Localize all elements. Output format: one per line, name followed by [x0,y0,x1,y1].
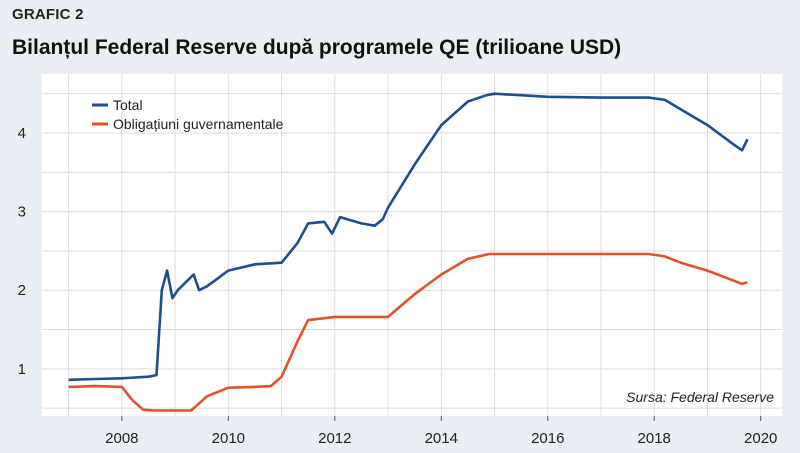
plot-area [42,74,782,416]
y-tick-label: 3 [18,204,26,221]
x-tick-label: 2008 [105,430,138,447]
legend-label-obligatiuni: Obligațiuni guvernamentale [113,116,284,132]
y-tick-label: 4 [18,125,26,142]
series-line-total [68,92,749,382]
x-tick-label: 2010 [212,430,245,447]
grid-lines [42,74,782,416]
series-line-obligatiuni [68,252,748,412]
x-tick-label: 2016 [531,430,564,447]
x-tick-label: 2014 [425,430,458,447]
x-axis: 2008 2010 2012 2014 2016 2018 2020 [105,416,777,447]
y-axis: 1 2 3 4 [18,125,26,378]
legend-label-total: Total [113,97,143,113]
x-tick-label: 2012 [318,430,351,447]
source-note: Sursa: Federal Reserve [626,389,774,405]
x-tick-label: 2020 [744,430,777,447]
legend: Total Obligațiuni guvernamentale [92,97,284,132]
chart-title: Bilanțul Federal Reserve după programele… [12,36,622,59]
figure-label: GRAFIC 2 [12,6,84,23]
y-tick-label: 1 [18,361,26,378]
y-tick-label: 2 [18,282,26,299]
x-tick-label: 2018 [638,430,671,447]
series-lines [68,92,749,412]
